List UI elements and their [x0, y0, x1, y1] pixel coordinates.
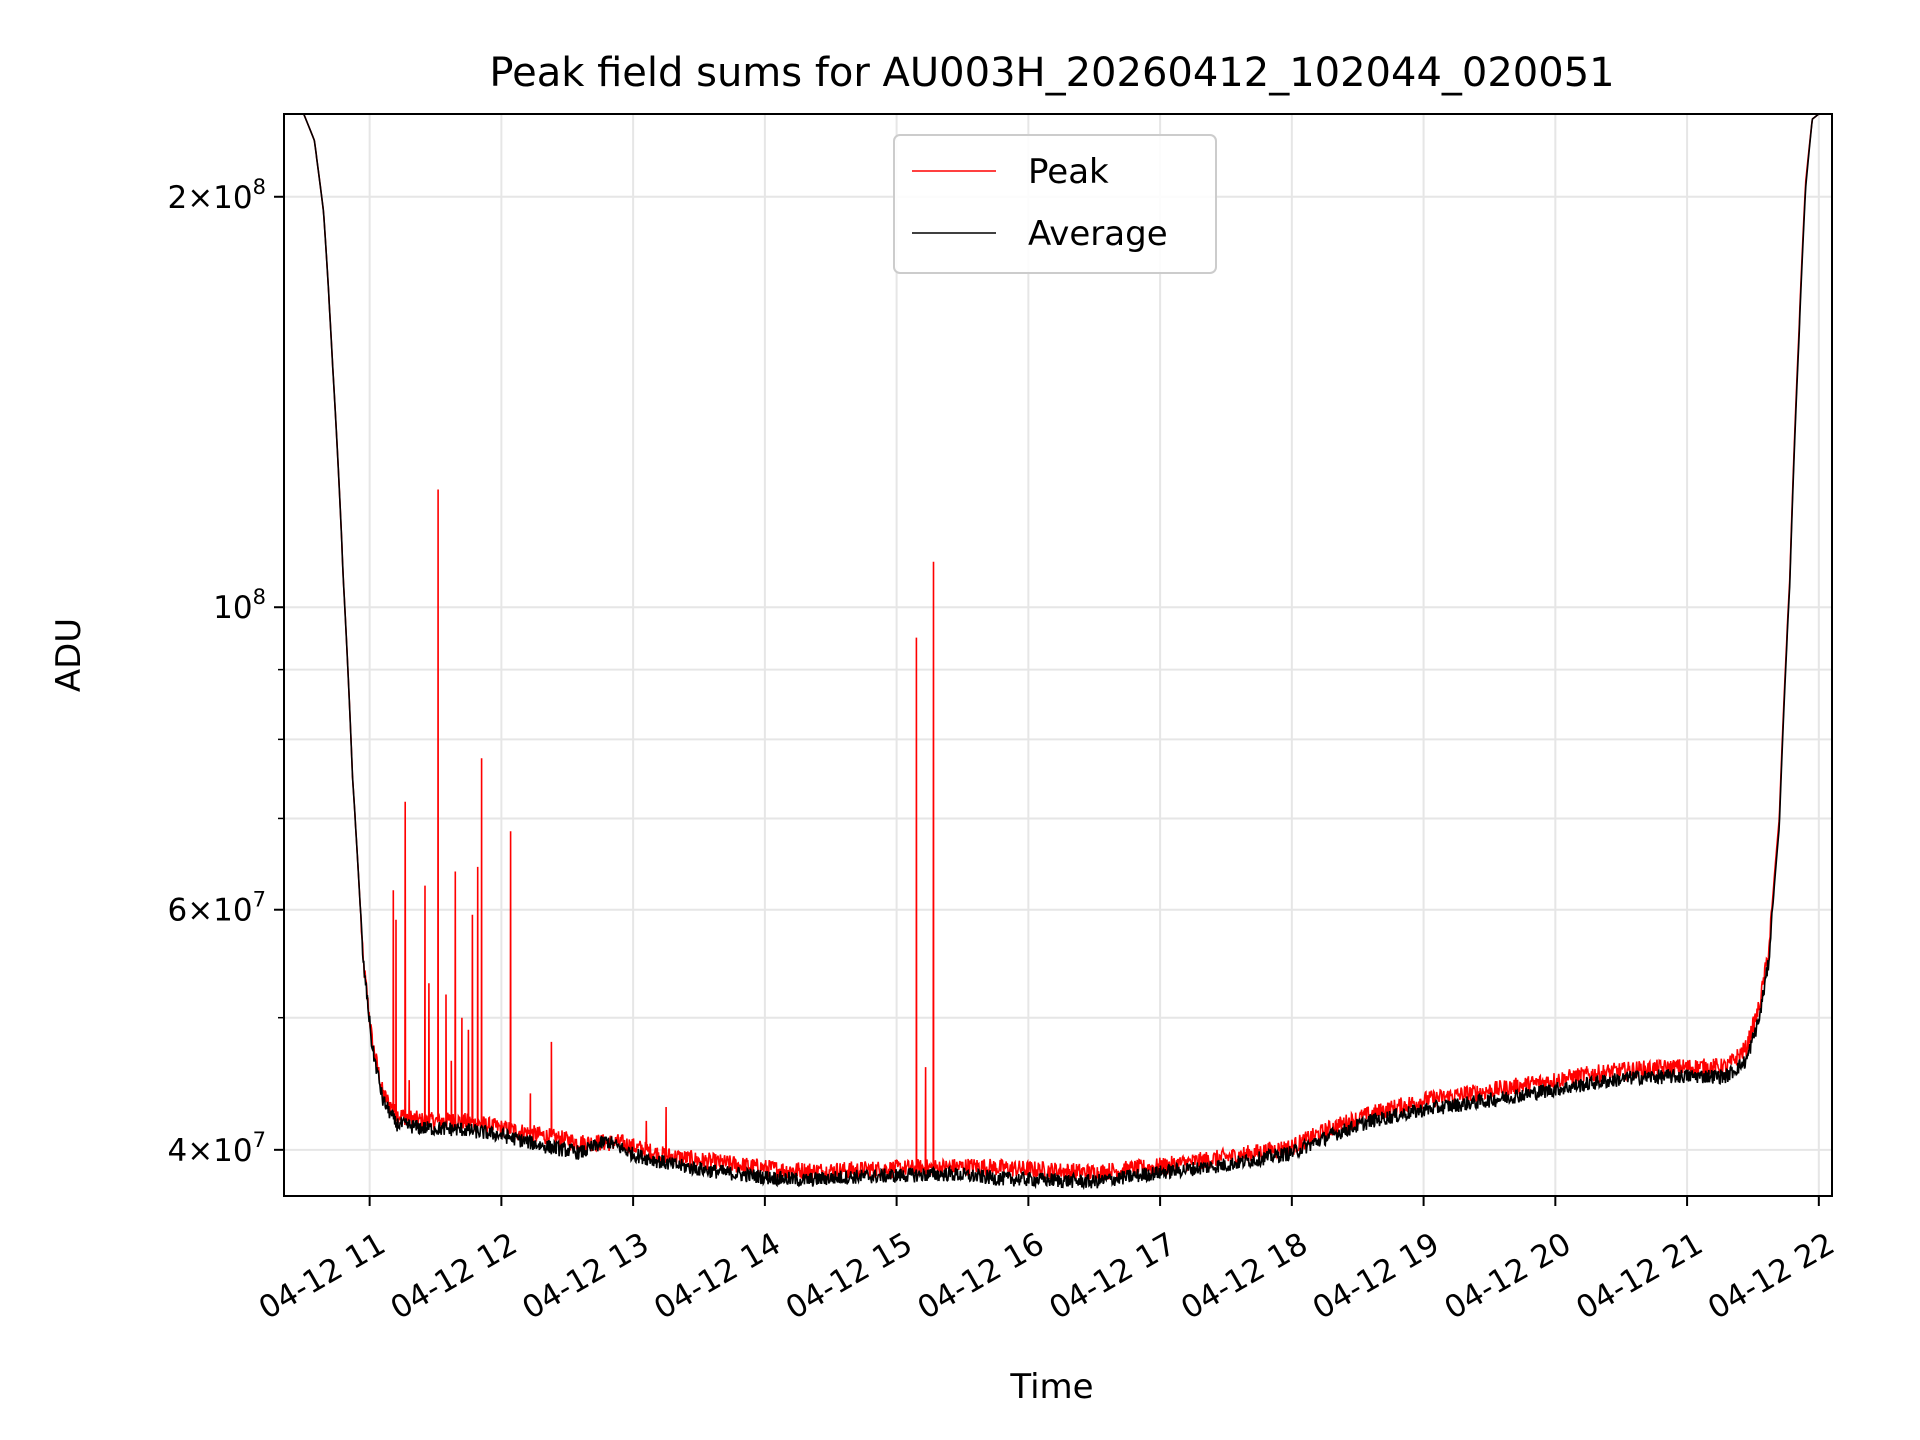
y-tick-label: 108 [213, 585, 266, 626]
grid-layer [284, 114, 1832, 1196]
series-average-line [284, 113, 1832, 1191]
y-tick-label: 6×107 [167, 888, 266, 929]
legend: Peak Average [893, 134, 1217, 274]
legend-label-peak: Peak [1028, 152, 1109, 192]
y-axis-label: ADU [49, 618, 89, 692]
chart-title: Peak field sums for AU003H_20260412_1020… [489, 50, 1614, 96]
series-layer [284, 113, 1832, 1191]
y-tick-label: 2×108 [167, 175, 266, 216]
y-tick-label: 4×107 [167, 1128, 266, 1169]
x-axis-label: Time [1009, 1367, 1093, 1407]
legend-box [893, 134, 1217, 274]
legend-label-average: Average [1028, 214, 1168, 254]
y-axis-ticks: 4×107 6×107 108 2×108 [167, 175, 284, 1169]
plot-frame [283, 113, 1833, 1197]
